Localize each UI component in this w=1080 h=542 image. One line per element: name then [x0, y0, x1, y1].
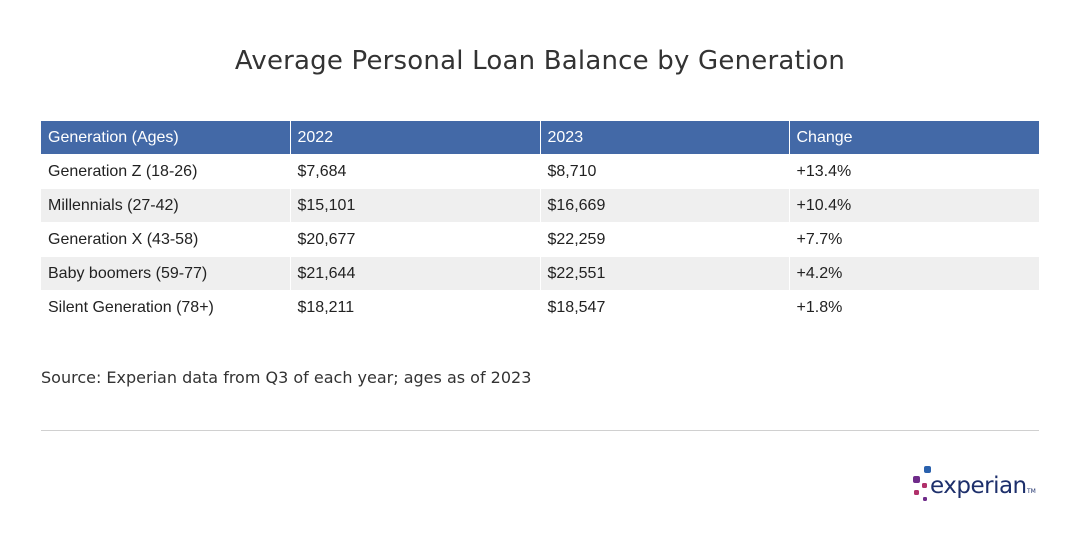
table-row: Generation X (43-58) $20,677 $22,259 +7.…	[41, 222, 1039, 257]
cell-change: +4.2%	[788, 256, 1039, 291]
table-row: Millennials (27-42) $15,101 $16,669 +10.…	[41, 188, 1039, 223]
source-note: Source: Experian data from Q3 of each ye…	[41, 368, 532, 387]
cell-2023: $16,669	[539, 188, 790, 223]
cell-2022: $15,101	[289, 188, 541, 223]
loan-balance-table: Generation (Ages) 2022 2023 Change Gener…	[41, 121, 1039, 324]
table-row: Silent Generation (78+) $18,211 $18,547 …	[41, 290, 1039, 324]
cell-generation: Baby boomers (59-77)	[41, 256, 291, 291]
cell-change: +13.4%	[788, 154, 1039, 189]
table-row: Generation Z (18-26) $7,684 $8,710 +13.4…	[41, 154, 1039, 189]
cell-change: +7.7%	[788, 222, 1039, 257]
table-header-row: Generation (Ages) 2022 2023 Change	[41, 121, 1039, 155]
trademark-symbol: TM	[1027, 488, 1036, 495]
cell-generation: Generation X (43-58)	[41, 222, 291, 257]
cell-2022: $21,644	[289, 256, 541, 291]
experian-dots-icon	[913, 466, 931, 501]
cell-2023: $22,259	[539, 222, 790, 257]
cell-2022: $20,677	[289, 222, 541, 257]
cell-2023: $18,547	[539, 290, 790, 324]
cell-change: +10.4%	[788, 188, 1039, 223]
cell-2023: $22,551	[539, 256, 790, 291]
column-header-2022: 2022	[289, 121, 541, 155]
column-header-generation: Generation (Ages)	[41, 121, 291, 155]
cell-generation: Generation Z (18-26)	[41, 154, 291, 189]
column-header-change: Change	[788, 121, 1039, 155]
cell-generation: Millennials (27-42)	[41, 188, 291, 223]
cell-2022: $18,211	[289, 290, 541, 324]
table-row: Baby boomers (59-77) $21,644 $22,551 +4.…	[41, 256, 1039, 291]
cell-change: +1.8%	[788, 290, 1039, 324]
cell-2022: $7,684	[289, 154, 541, 189]
divider	[41, 430, 1039, 431]
cell-2023: $8,710	[539, 154, 790, 189]
chart-title: Average Personal Loan Balance by Generat…	[234, 46, 846, 76]
experian-wordmark: experian	[930, 473, 1027, 499]
column-header-2023: 2023	[539, 121, 790, 155]
experian-logo: experian TM	[910, 463, 1040, 509]
cell-generation: Silent Generation (78+)	[41, 290, 291, 324]
